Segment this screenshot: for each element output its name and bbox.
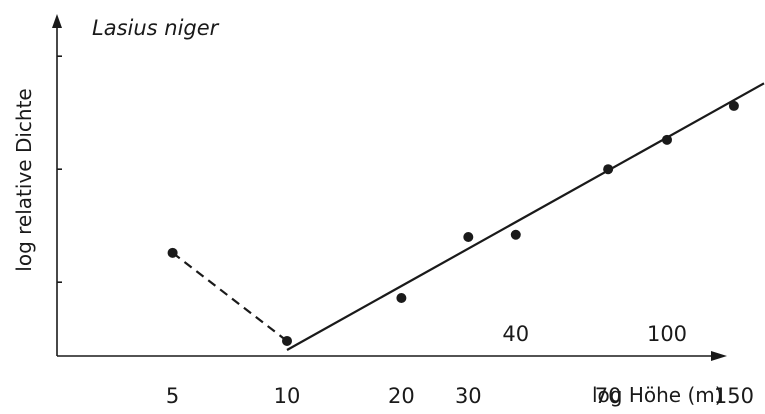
data-point xyxy=(510,229,521,240)
x-tick-label: 10 xyxy=(274,384,301,408)
x-tick-label: 150 xyxy=(714,384,754,408)
trend-lines xyxy=(171,82,765,351)
x-tick-labels: 5 10 20 30 70 150 40 100 xyxy=(166,322,754,408)
chart-title: Lasius niger xyxy=(92,16,220,40)
dashed-trend-line xyxy=(171,251,288,342)
data-point xyxy=(603,164,614,175)
x-tick-label: 40 xyxy=(502,322,529,346)
data-point xyxy=(662,134,672,145)
x-tick-label: 100 xyxy=(647,322,687,346)
axes xyxy=(52,14,727,361)
regression-line xyxy=(286,82,765,351)
data-point xyxy=(463,232,474,242)
data-point xyxy=(396,293,407,304)
x-tick-label: 70 xyxy=(595,384,622,408)
data-points xyxy=(167,100,739,346)
y-axis-title: log relative Dichte xyxy=(12,88,36,271)
x-axis-arrowhead xyxy=(711,351,727,361)
data-point xyxy=(282,335,292,346)
y-axis-arrowhead xyxy=(52,14,62,28)
data-point xyxy=(167,247,178,258)
x-tick-label: 20 xyxy=(388,384,415,408)
x-tick-label: 30 xyxy=(455,384,482,408)
x-axis-title: log Höhe (m) xyxy=(592,383,723,407)
x-tick-label: 5 xyxy=(166,384,179,408)
data-point xyxy=(728,100,739,111)
